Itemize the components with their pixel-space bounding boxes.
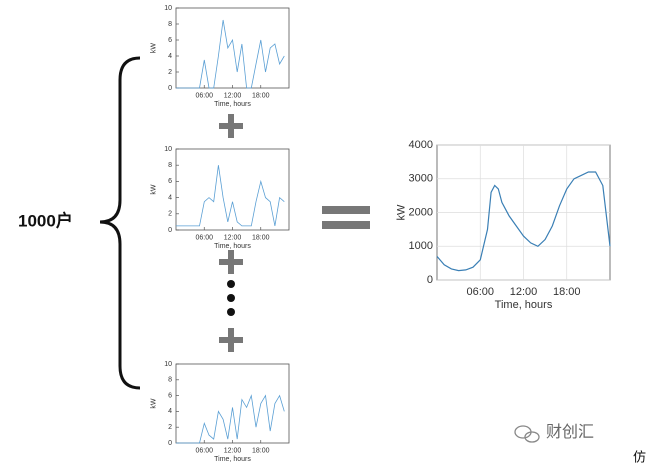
x-axis-label: Time, hours [214,456,251,463]
y-tick-label: 0 [168,440,172,447]
y-tick-label: 8 [168,21,172,28]
x-tick-label: 18:00 [252,93,270,100]
y-axis-label: kW [396,204,408,221]
plot-frame [175,7,290,89]
x-tick-label: 12:00 [224,93,242,100]
x-tick-label: 18:00 [252,448,270,455]
y-tick-label: 2 [168,69,172,76]
y-tick-label: 0 [168,227,172,234]
x-axis-label: Time, hours [214,101,251,108]
x-tick-label: 18:00 [252,235,270,242]
y-axis-label: kW [150,398,157,409]
data-line [176,165,285,227]
x-tick-label: 12:00 [510,286,538,298]
plot-frame [175,363,290,444]
y-tick-label: 2 [168,424,172,431]
equals-sign [322,206,370,229]
x-axis-label: Time, hours [214,243,251,250]
plus-signs [219,114,243,352]
y-tick-label: 4 [168,194,172,201]
household-label: 1000户 [18,210,73,230]
x-tick-label: 06:00 [195,448,213,455]
y-tick-label: 10 [164,146,172,153]
y-tick-label: 4 [168,53,172,60]
plot-frame [175,148,290,231]
data-line [176,394,285,444]
y-tick-label: 0 [168,85,172,92]
y-tick-label: 4 [168,408,172,415]
y-tick-label: 6 [168,37,172,44]
y-tick-label: 1000 [409,240,433,252]
y-axis-label: kW [150,43,157,54]
y-tick-label: 2000 [409,206,433,218]
x-tick-label: 06:00 [195,93,213,100]
x-tick-label: 12:00 [224,448,242,455]
y-tick-label: 8 [168,162,172,169]
y-tick-label: 10 [164,5,172,12]
watermark: 财创汇 [546,423,594,441]
corner-text: 仿 [633,449,646,464]
y-tick-label: 8 [168,377,172,384]
x-tick-label: 18:00 [553,286,581,298]
y-tick-label: 3000 [409,173,433,185]
brace [99,56,141,390]
x-tick-label: 06:00 [466,286,494,298]
y-tick-label: 6 [168,178,172,185]
watermark-icon [514,425,540,443]
ellipsis [227,280,235,316]
data-line [176,19,285,89]
data-line [436,171,611,272]
x-tick-label: 12:00 [224,235,242,242]
x-tick-label: 06:00 [195,235,213,242]
y-tick-label: 6 [168,392,172,399]
x-axis-label: Time, hours [495,299,553,311]
y-tick-label: 0 [427,274,433,286]
y-tick-label: 2 [168,211,172,218]
y-tick-label: 10 [164,361,172,368]
y-axis-label: kW [150,184,157,195]
y-tick-label: 4000 [409,139,433,151]
